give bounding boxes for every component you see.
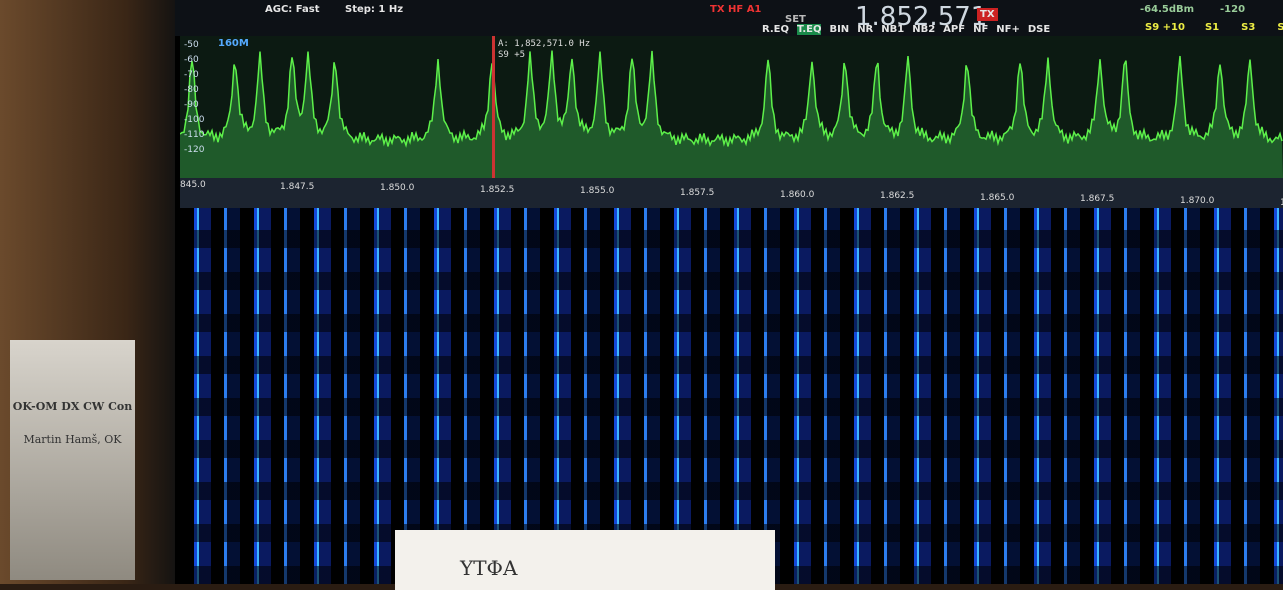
plaque-name: Martin Hamš, OK [10,433,135,446]
tx-mode[interactable]: TX HF A1 [710,4,761,15]
toolbar-button[interactable]: T.EQ [797,24,821,35]
marker-line [492,36,495,178]
meter-scale: S1 S3 S5 [1205,22,1283,33]
toolbar: AGC: Fast Step: 1 Hz TX HF A1 SET 1.852.… [175,0,1283,36]
band[interactable]: 160M [218,38,249,49]
toolbar-button[interactable]: NB2 [912,24,935,35]
toolbar-button[interactable]: BIN [829,24,849,35]
db-label: -110 [184,130,204,140]
toolbar-button[interactable]: NF+ [996,24,1020,35]
freq-label: 1.857.5 [680,188,714,198]
tx-indicator: TX [977,8,998,21]
spectrum-trace [180,36,1283,178]
freq-label: 1.855.0 [580,186,614,196]
paper-note: YTΦA [395,530,775,590]
freq-label: 1.852.5 [480,185,514,195]
db-label: -80 [184,85,199,95]
freq-label: 1.850.0 [380,183,414,193]
marker-level: S9 +5 [498,50,525,60]
meter-scale-label: S3 [1241,22,1255,33]
meter-scale-label: S1 [1205,22,1219,33]
toolbar-button[interactable]: NF [973,24,988,35]
meter-scale-top: -120 [1220,4,1245,15]
db-label: -60 [184,55,199,65]
freq-label: 1.867.5 [1080,194,1114,204]
meter-level: -64.5dBm [1140,4,1194,15]
db-label: -70 [184,70,199,80]
page: OK-OM DX CW Con Martin Hamš, OK AGC: Fas… [0,0,1283,584]
toolbar-button[interactable]: NR [857,24,873,35]
marker: A: 1,852,571.0 Hz [498,39,590,49]
note-text: YTΦA [460,556,517,580]
toolbar-button[interactable]: R.EQ [762,24,789,35]
toolbar-button[interactable]: DSE [1028,24,1050,35]
freq-label: 1.870.0 [1180,196,1214,206]
meter-reading: S9 +10 [1145,22,1185,33]
toolbar-button[interactable]: NB1 [881,24,904,35]
freq-label: 1.862.5 [880,191,914,201]
db-label: -50 [184,40,199,50]
db-label: -100 [184,115,204,125]
freq-label: 845.0 [180,180,206,190]
agc[interactable]: AGC: Fast [265,4,320,15]
meter-scale-label: S5 [1277,22,1283,33]
plaque: OK-OM DX CW Con Martin Hamš, OK [10,340,135,580]
spectrum-fill [180,51,1283,178]
plaque-title: OK-OM DX CW Con [10,400,135,413]
freq-label: 1.860.0 [780,190,814,200]
freq-label: 1.847.5 [280,182,314,192]
frequency-axis: 845.0 1.847.5 1.850.0 1.852.5 1.855.0 1.857.5… [180,178,1283,208]
waterfall [180,208,1283,584]
spectrum: 160M A: 1,852,571.0 Hz S9 +5 -50 -60 -70 -8… [180,36,1283,178]
button-row: R.EQ T.EQ BIN NR NB1 NB2 APF NF NF+ DSE [762,24,1058,35]
db-label: -90 [184,100,199,110]
db-label: -120 [184,145,204,155]
step[interactable]: Step: 1 Hz [345,4,403,15]
freq-label: 1.865.0 [980,193,1014,203]
toolbar-button[interactable]: APF [943,24,965,35]
